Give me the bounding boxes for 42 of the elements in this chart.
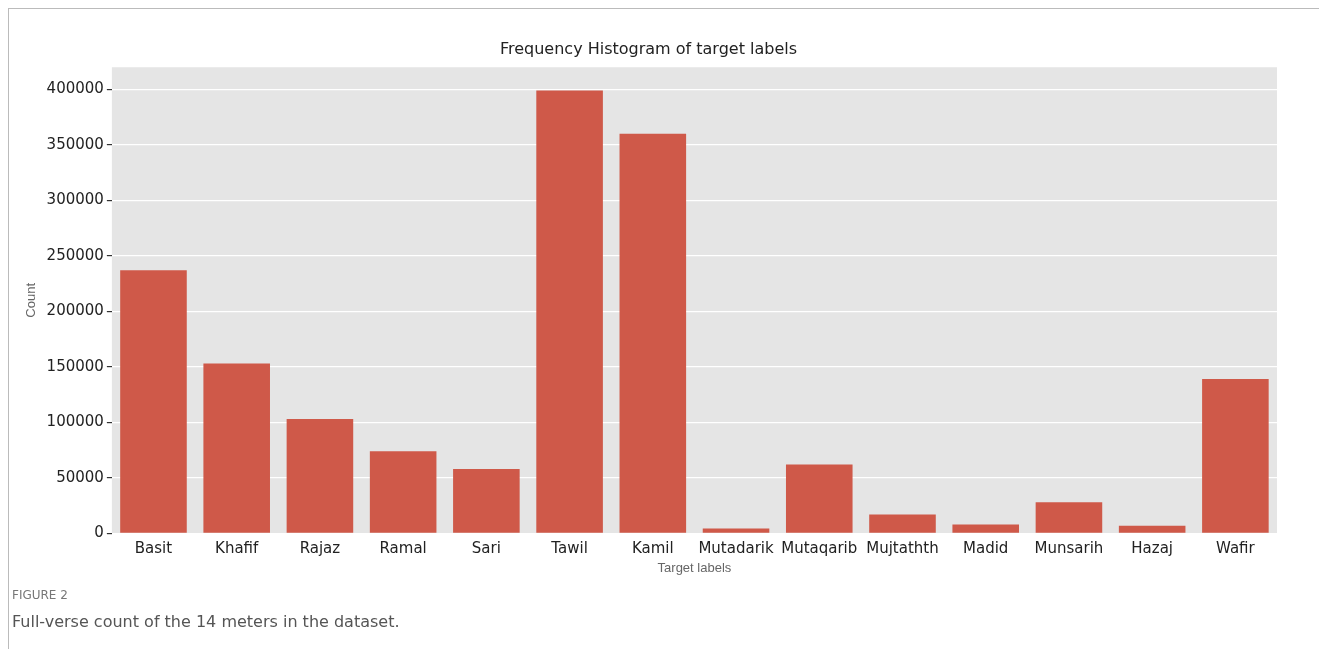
bar	[1202, 379, 1269, 533]
caption: FIGURE 2	[12, 588, 68, 602]
x-tick-label: Mutaqarib	[781, 539, 858, 558]
x-tick-label: Sari	[471, 539, 501, 558]
y-tick-label: 100000	[46, 412, 104, 431]
bar	[120, 270, 187, 533]
x-tick-label: Mutadarik	[698, 539, 774, 558]
y-tick-label: 300000	[46, 190, 104, 209]
x-tick-label: Madid	[963, 539, 1009, 558]
x-tick-label: Rajaz	[299, 539, 341, 558]
x-tick-label: Tawil	[550, 539, 588, 558]
bar	[369, 451, 437, 533]
bar	[869, 514, 936, 533]
text: Full-verse count of the 14 meters in the dataset.	[12, 612, 400, 631]
y-tick-label: 0	[94, 523, 104, 542]
x-tick-label: Munsarih	[1034, 539, 1104, 558]
bar	[702, 528, 770, 533]
y-tick-label: 400000	[46, 79, 104, 98]
x-tick-label: Kamil	[631, 539, 674, 558]
y-tick-label: 250000	[46, 245, 104, 264]
x-tick-label: Basit	[134, 539, 173, 558]
bar	[286, 419, 354, 533]
x-tick-label: Ramal	[379, 539, 427, 558]
y-tick-label: 350000	[46, 134, 104, 153]
y-tick-label: 50000	[56, 467, 104, 486]
bar	[1118, 525, 1186, 533]
x-tick-label: Khafif	[215, 539, 260, 558]
bar	[619, 133, 687, 533]
bar	[203, 363, 270, 533]
x-axis-title: Target labels	[657, 559, 732, 575]
chart-title: Frequency Histogram of target labels	[499, 38, 798, 58]
y-tick-label: 150000	[46, 356, 104, 375]
bar	[536, 90, 603, 533]
x-tick-label: Wafir	[1216, 539, 1256, 558]
y-axis-title: Count	[23, 282, 39, 318]
bar	[453, 469, 520, 533]
bar	[952, 524, 1020, 533]
bar	[1035, 502, 1103, 533]
y-tick-label: 200000	[46, 301, 104, 320]
x-tick-label: Hazaj	[1131, 539, 1174, 558]
bar	[785, 464, 853, 533]
x-tick-label: Mujtathth	[866, 539, 939, 558]
